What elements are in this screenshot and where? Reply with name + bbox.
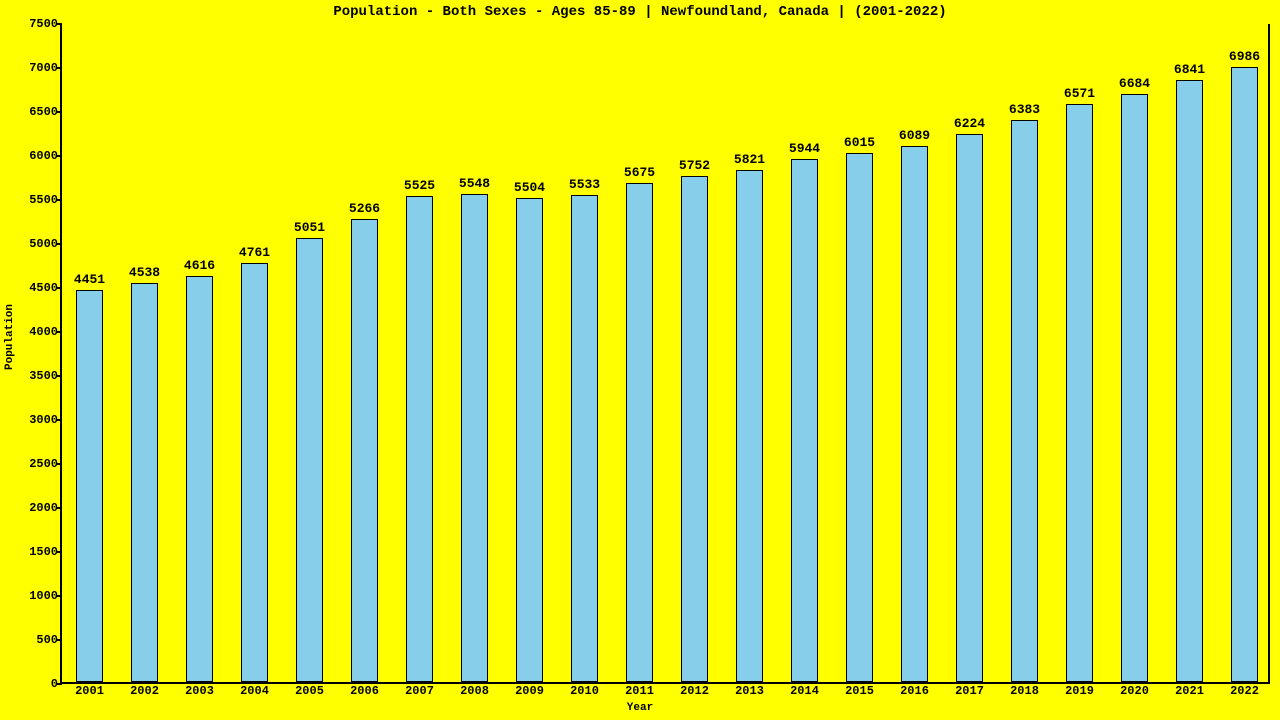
bar [736, 170, 764, 682]
bar-value-label: 4451 [60, 272, 120, 287]
chart-container: Population - Both Sexes - Ages 85-89 | N… [0, 0, 1280, 720]
y-tick-mark [56, 375, 62, 377]
bar [791, 159, 819, 682]
bar [1176, 80, 1204, 682]
bar [1121, 94, 1149, 682]
bar-value-label: 4538 [115, 265, 175, 280]
bar-value-label: 5525 [390, 178, 450, 193]
bar [846, 153, 874, 682]
bar-value-label: 4616 [170, 258, 230, 273]
x-tick-label: 2006 [350, 682, 379, 698]
y-tick-mark [56, 507, 62, 509]
chart-title: Population - Both Sexes - Ages 85-89 | N… [0, 4, 1280, 20]
y-tick-mark [56, 683, 62, 685]
x-tick-label: 2011 [625, 682, 654, 698]
x-tick-label: 2009 [515, 682, 544, 698]
y-tick-mark [56, 23, 62, 25]
bar [901, 146, 929, 682]
bar-value-label: 6841 [1160, 62, 1220, 77]
x-tick-label: 2021 [1175, 682, 1204, 698]
bar [296, 238, 324, 682]
bar-value-label: 6015 [830, 135, 890, 150]
x-tick-label: 2005 [295, 682, 324, 698]
bar [186, 276, 214, 682]
x-tick-label: 2013 [735, 682, 764, 698]
x-tick-label: 2015 [845, 682, 874, 698]
x-tick-label: 2002 [130, 682, 159, 698]
bar [1066, 104, 1094, 682]
bar-value-label: 5504 [500, 180, 560, 195]
x-tick-label: 2010 [570, 682, 599, 698]
y-tick-mark [56, 595, 62, 597]
bar [1231, 67, 1259, 682]
y-tick-mark [56, 243, 62, 245]
bar [516, 198, 544, 682]
x-axis-title: Year [0, 702, 1280, 714]
bar [626, 183, 654, 682]
x-tick-label: 2004 [240, 682, 269, 698]
y-tick-mark [56, 199, 62, 201]
bar [461, 194, 489, 682]
x-tick-label: 2012 [680, 682, 709, 698]
y-tick-mark [56, 331, 62, 333]
y-tick-mark [56, 67, 62, 69]
y-axis-title: Population [4, 350, 16, 370]
bar-value-label: 6224 [940, 116, 1000, 131]
y-tick-mark [56, 155, 62, 157]
bar [76, 290, 104, 682]
bar-value-label: 5266 [335, 201, 395, 216]
y-tick-mark [56, 111, 62, 113]
x-tick-label: 2014 [790, 682, 819, 698]
bar-value-label: 6089 [885, 128, 945, 143]
bar-value-label: 6684 [1105, 76, 1165, 91]
x-tick-label: 2018 [1010, 682, 1039, 698]
bar-value-label: 5051 [280, 220, 340, 235]
bar-value-label: 4761 [225, 245, 285, 260]
x-tick-label: 2016 [900, 682, 929, 698]
plot-area: 0500100015002000250030003500400045005000… [60, 24, 1270, 684]
x-tick-label: 2003 [185, 682, 214, 698]
bar [241, 263, 269, 682]
x-tick-label: 2001 [75, 682, 104, 698]
x-tick-label: 2008 [460, 682, 489, 698]
x-tick-label: 2007 [405, 682, 434, 698]
bar [351, 219, 379, 682]
bar-value-label: 6986 [1215, 49, 1275, 64]
bar [406, 196, 434, 682]
bar-value-label: 5944 [775, 141, 835, 156]
bar-value-label: 6383 [995, 102, 1055, 117]
bar-value-label: 6571 [1050, 86, 1110, 101]
x-tick-label: 2019 [1065, 682, 1094, 698]
y-tick-mark [56, 419, 62, 421]
y-tick-mark [56, 639, 62, 641]
x-tick-label: 2020 [1120, 682, 1149, 698]
y-tick-mark [56, 463, 62, 465]
bar-value-label: 5752 [665, 158, 725, 173]
bar-value-label: 5675 [610, 165, 670, 180]
bar [571, 195, 599, 682]
bar [956, 134, 984, 682]
bar [131, 283, 159, 682]
bar-value-label: 5533 [555, 177, 615, 192]
bar-value-label: 5548 [445, 176, 505, 191]
y-tick-mark [56, 551, 62, 553]
x-tick-label: 2017 [955, 682, 984, 698]
bar [681, 176, 709, 682]
bar-value-label: 5821 [720, 152, 780, 167]
x-tick-label: 2022 [1230, 682, 1259, 698]
bar [1011, 120, 1039, 682]
